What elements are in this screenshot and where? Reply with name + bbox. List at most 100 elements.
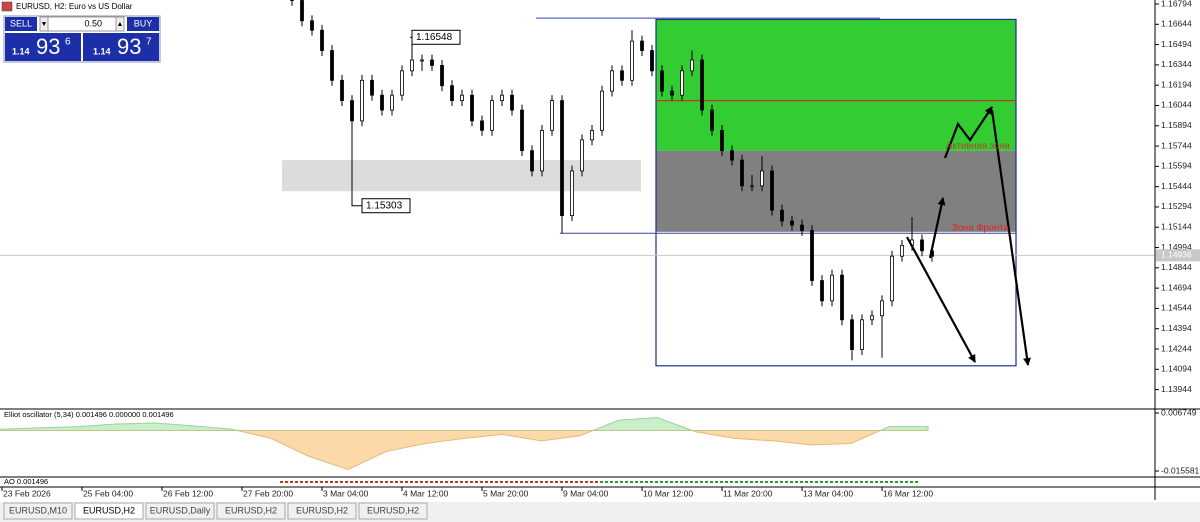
ao-dot [890, 481, 893, 483]
tab-label[interactable]: EURUSD,Daily [150, 505, 211, 515]
candle-body [510, 94, 514, 111]
ao-dot [435, 481, 438, 483]
ao-dot [790, 481, 793, 483]
ao-dot [360, 481, 363, 483]
ao-dot [885, 481, 888, 483]
tab[interactable] [3, 502, 73, 520]
ao-dot [855, 481, 858, 483]
tab[interactable] [74, 502, 144, 520]
candle-body [570, 170, 574, 217]
ao-label: AO 0.001496 [4, 477, 48, 486]
ao-dot [300, 481, 303, 483]
ao-dot [345, 481, 348, 483]
price-tick-label: 1.14844 [1161, 262, 1192, 272]
oscillator-area-negative [0, 430, 929, 471]
candle-body [480, 120, 484, 131]
ao-dot [525, 481, 528, 483]
ao-dot [605, 481, 608, 483]
tab[interactable] [145, 502, 215, 520]
candle-body [780, 209, 784, 222]
ao-dot [825, 481, 828, 483]
ao-dot [430, 481, 433, 483]
ao-dot [775, 481, 778, 483]
price-tick-label: 1.15894 [1161, 120, 1192, 130]
ao-dot [640, 481, 643, 483]
candle-body [680, 70, 684, 96]
price-tick-label: 1.15294 [1161, 201, 1192, 211]
tab[interactable] [287, 502, 357, 520]
candle-body [890, 255, 894, 302]
ao-dot [660, 481, 663, 483]
ao-dot [355, 481, 358, 483]
ao-dot [720, 481, 723, 483]
tab-label[interactable]: EURUSD,H2 [83, 505, 135, 515]
annotation-label: 1.15303 [366, 200, 403, 211]
candle-body [370, 79, 374, 96]
candle-body [300, 0, 304, 22]
ao-dot [695, 481, 698, 483]
sell-label[interactable]: SELL [10, 18, 32, 28]
ao-dot [490, 481, 493, 483]
candle-body [550, 100, 554, 131]
ao-dot [780, 481, 783, 483]
candle-body [710, 109, 714, 131]
arrow [906, 236, 976, 363]
buy-price-box[interactable] [83, 33, 159, 61]
price-tick-label: 1.14094 [1161, 364, 1192, 374]
ao-dot [665, 481, 668, 483]
tab-label[interactable]: EURUSD,H2 [225, 505, 277, 515]
lot-field[interactable] [47, 16, 117, 32]
price-tick-label: 1.16044 [1161, 100, 1192, 110]
candle-body [540, 129, 544, 172]
tab-label[interactable]: EURUSD,M10 [9, 505, 67, 515]
ao-dot [670, 481, 673, 483]
candle-body [800, 224, 804, 231]
lot-value[interactable]: 0.50 [84, 18, 102, 28]
ao-dot [325, 481, 328, 483]
ao-dot [620, 481, 623, 483]
zone-frame [655, 18, 1017, 367]
sell-button[interactable] [5, 17, 37, 31]
ao-dot [765, 481, 768, 483]
lot-up[interactable] [115, 16, 125, 32]
candle-body [360, 79, 364, 122]
candle-body [610, 70, 614, 92]
ao-dot [455, 481, 458, 483]
tab-label[interactable]: EURUSD,H2 [296, 505, 348, 515]
candle-body [310, 20, 314, 31]
candle-body [320, 29, 324, 51]
sell-price-box[interactable] [5, 33, 81, 61]
candle-body [620, 70, 624, 81]
ao-dot [750, 481, 753, 483]
tab[interactable] [216, 502, 286, 520]
candle-body [410, 59, 414, 72]
ao-dot [375, 481, 378, 483]
ao-dot [450, 481, 453, 483]
ao-dot [710, 481, 713, 483]
price-tick-label: 1.16194 [1161, 79, 1192, 89]
ao-dot [740, 481, 743, 483]
time-label: 27 Feb 20:00 [243, 488, 293, 498]
price-tick-label: 1.16494 [1161, 39, 1192, 49]
ao-dot [680, 481, 683, 483]
candle-body [900, 244, 904, 257]
buy-button[interactable] [127, 17, 159, 31]
candle-body [590, 129, 594, 141]
ao-dot [370, 481, 373, 483]
annotation-leader [351, 185, 362, 207]
time-label: 11 Mar 20:00 [723, 488, 773, 498]
ao-dot [830, 481, 833, 483]
ao-dot [510, 481, 513, 483]
ao-dot [655, 481, 658, 483]
lot-up-icon: ▲ [117, 21, 124, 28]
tab[interactable] [358, 502, 428, 520]
ao-dot [650, 481, 653, 483]
ao-dot [880, 481, 883, 483]
ao-dot [340, 481, 343, 483]
buy-label[interactable]: BUY [134, 18, 153, 28]
ao-dot [390, 481, 393, 483]
tab-label[interactable]: EURUSD,H2 [367, 505, 419, 515]
ao-dot [625, 481, 628, 483]
candle-body [810, 230, 814, 281]
